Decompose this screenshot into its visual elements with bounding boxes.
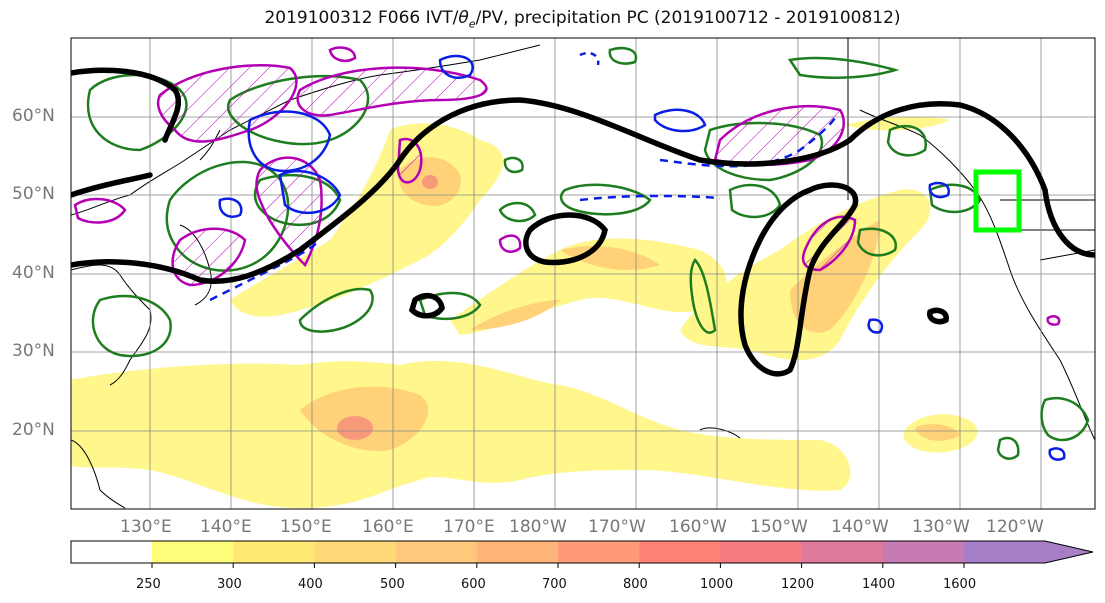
ivt-shading-high <box>337 175 438 440</box>
lon-label-160e: 160°E <box>362 517 414 537</box>
colorbar-cell-1200 <box>801 541 884 563</box>
lon-label-160w: 160°W <box>669 517 727 537</box>
colorbar-cell-700 <box>558 541 640 563</box>
colorbar <box>70 540 1094 568</box>
lat-label-30n: 30°N <box>12 341 55 361</box>
colorbar-label-250: 250 <box>136 577 161 592</box>
colorbar-label-1400: 1400 <box>862 577 896 592</box>
lon-label-120w: 120°W <box>986 517 1044 537</box>
lon-label-130e: 130°E <box>120 517 172 537</box>
colorbar-cell-400 <box>314 541 397 563</box>
map-frame <box>70 37 1096 510</box>
lat-label-60n: 60°N <box>12 106 55 126</box>
pv-contours <box>73 46 1061 326</box>
lat-label-50n: 50°N <box>12 184 55 204</box>
lon-label-150e: 150°E <box>280 517 332 537</box>
lon-label-170e: 170°E <box>443 517 495 537</box>
theta-e-contours <box>71 67 1095 377</box>
colorbar-cell-500 <box>395 541 478 563</box>
lon-label-170w: 170°W <box>588 517 646 537</box>
lat-label-40n: 40°N <box>12 263 55 283</box>
lon-label-130w: 130°W <box>912 517 970 537</box>
colorbar-label-800: 800 <box>623 577 648 592</box>
colorbar-cell-1600 <box>964 541 1093 563</box>
lon-label-180w: 180°W <box>509 517 567 537</box>
colorbar-label-1200: 1200 <box>781 577 815 592</box>
colorbar-cell-800 <box>639 541 721 563</box>
colorbar-label-500: 500 <box>380 577 405 592</box>
colorbar-label-1600: 1600 <box>943 577 977 592</box>
colorbar-cell-250 <box>152 541 234 563</box>
colorbar-cell-1400 <box>882 541 965 563</box>
colorbar-label-700: 700 <box>542 577 567 592</box>
target-region-box <box>973 169 1022 233</box>
lon-label-140e: 140°E <box>200 517 252 537</box>
colorbar-cell-1000 <box>720 541 803 563</box>
map-layers <box>71 38 1095 509</box>
colorbar-frame <box>70 540 1094 564</box>
pv-blue-contours <box>209 51 1066 461</box>
lon-label-140w: 140°W <box>831 517 889 537</box>
colorbar-label-1000: 1000 <box>700 577 734 592</box>
map-title: 2019100312 F066 IVT/θe/PV, precipitation… <box>264 8 901 31</box>
colorbar-cell-300 <box>233 541 315 563</box>
lat-label-20n: 20°N <box>12 420 55 440</box>
colorbar-label-600: 600 <box>461 577 486 592</box>
colorbar-label-400: 400 <box>298 577 323 592</box>
colorbar-label-300: 300 <box>217 577 242 592</box>
lon-label-150w: 150°W <box>750 517 808 537</box>
colorbar-cell-600 <box>476 541 559 563</box>
